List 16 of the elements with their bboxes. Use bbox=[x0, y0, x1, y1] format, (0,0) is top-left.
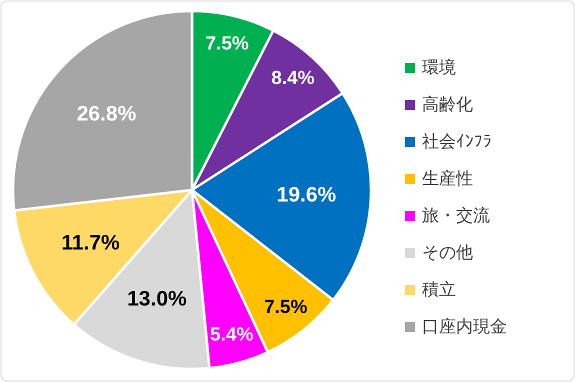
legend-label: 口座内現金 bbox=[422, 317, 507, 337]
data-label: 11.7% bbox=[61, 232, 120, 255]
legend-label: 環境 bbox=[422, 58, 456, 78]
data-label: 7.5% bbox=[205, 33, 249, 54]
legend-label: 旅・交流 bbox=[422, 206, 490, 226]
legend-label: 生産性 bbox=[422, 169, 473, 189]
data-label: 7.5% bbox=[264, 297, 308, 318]
legend-label: その他 bbox=[422, 243, 473, 263]
data-label: 8.4% bbox=[271, 68, 315, 90]
legend-label: 社会ｲﾝﾌﾗ bbox=[422, 132, 492, 152]
legend-label: 高齢化 bbox=[422, 95, 473, 115]
data-label: 13.0% bbox=[127, 288, 188, 311]
data-label: 26.8% bbox=[76, 102, 137, 126]
legend-label: 積立 bbox=[422, 280, 456, 300]
data-label: 5.4% bbox=[210, 324, 254, 346]
data-label: 19.6% bbox=[276, 184, 337, 207]
